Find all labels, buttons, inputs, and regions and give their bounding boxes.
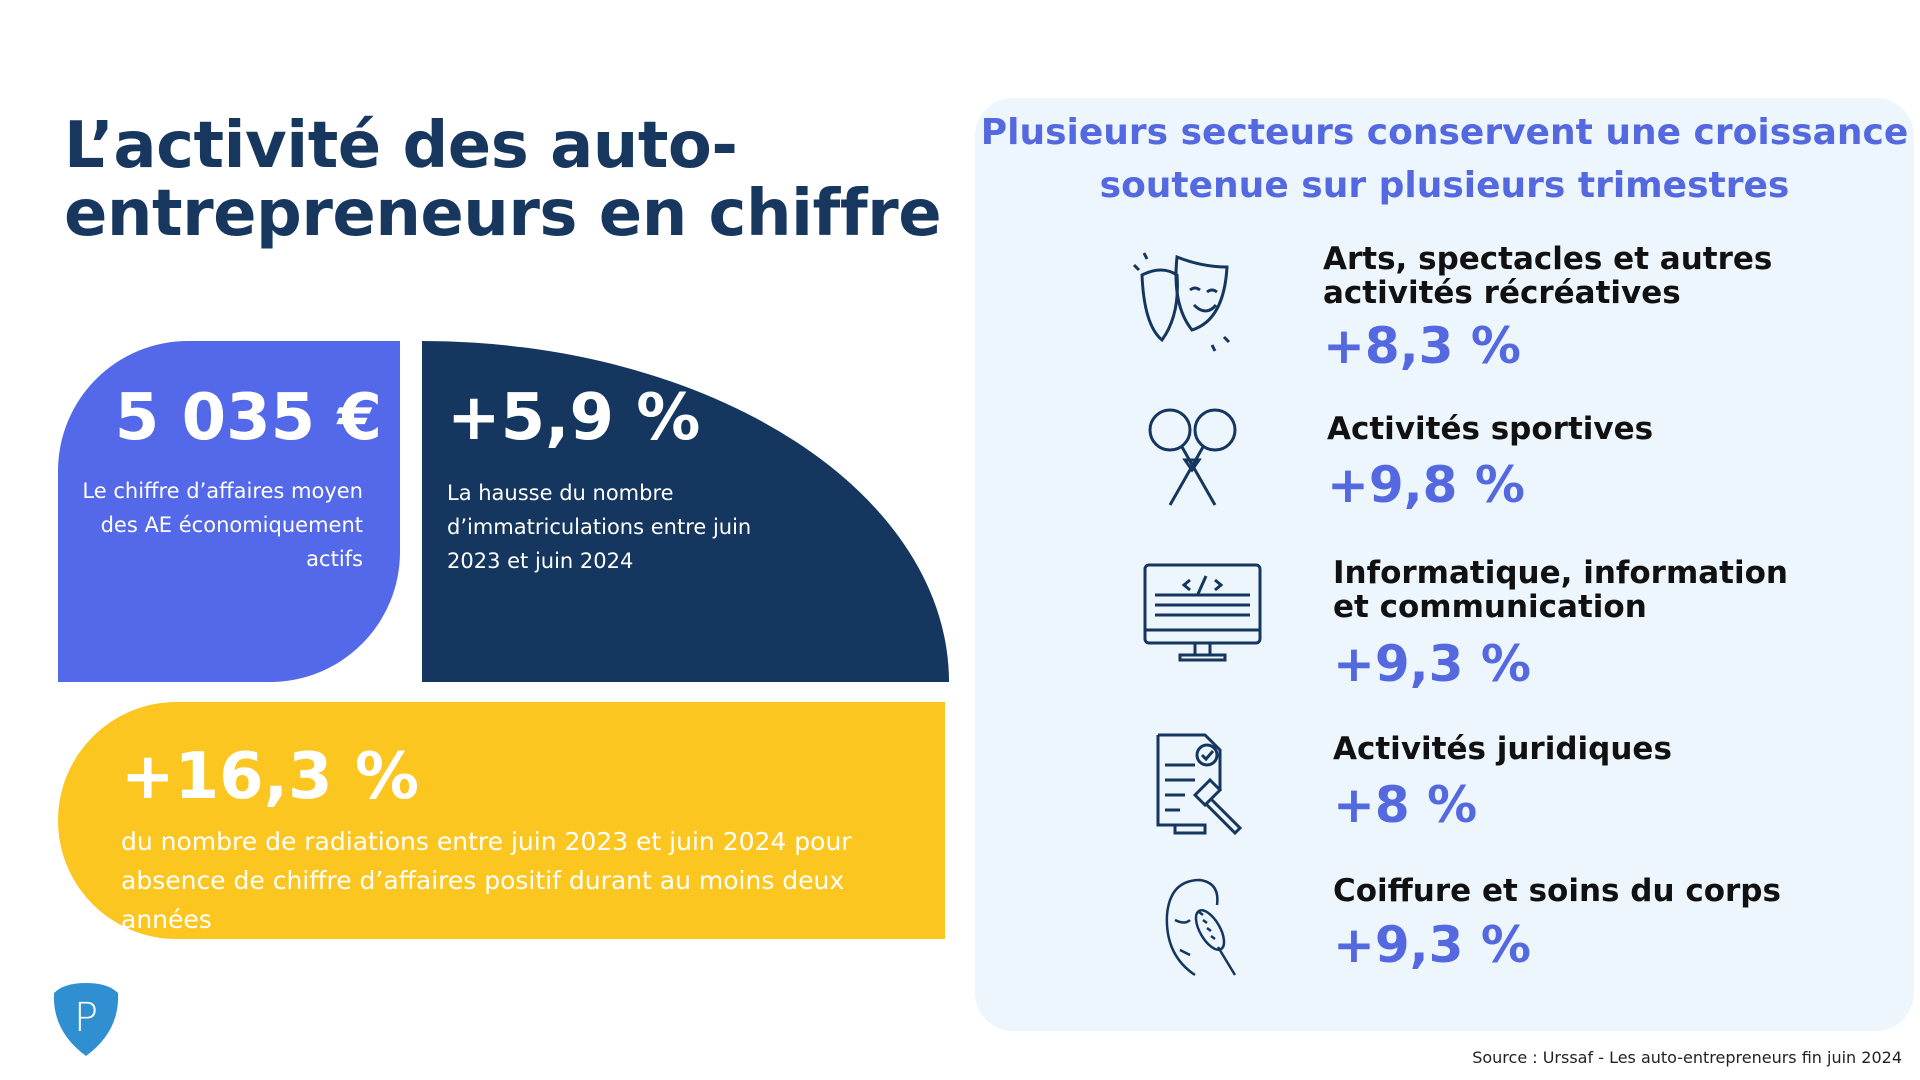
source-note: Source : Urssaf - Les auto-entrepreneurs… bbox=[1472, 1048, 1902, 1067]
computer-code-icon bbox=[1143, 563, 1262, 662]
stat-text: Le chiffre d’affaires moyen des AE écono… bbox=[82, 479, 363, 571]
page-title: L’activité des auto-entrepreneurs en chi… bbox=[64, 109, 942, 251]
stat-text: du nombre de radiations entre juin 2023 … bbox=[121, 827, 852, 934]
legal-document-gavel-icon bbox=[1156, 733, 1243, 836]
sector-label: Arts, spectacles et autres activités réc… bbox=[1323, 241, 1773, 311]
sectors-panel bbox=[975, 98, 1914, 1031]
stat-value: +16,3 % bbox=[121, 740, 419, 814]
sector-label: Activités sportives bbox=[1327, 411, 1654, 447]
sector-value: +8 % bbox=[1333, 776, 1478, 834]
badminton-rackets-icon bbox=[1148, 408, 1237, 506]
sector-label: Informatique, information et communicati… bbox=[1333, 555, 1788, 625]
theater-masks-icon bbox=[1132, 252, 1231, 352]
sector-value: +9,8 % bbox=[1327, 456, 1525, 514]
sector-value: +9,3 % bbox=[1333, 635, 1531, 693]
logo-letter: P bbox=[74, 995, 98, 1041]
sector-value: +8,3 % bbox=[1323, 317, 1521, 375]
sector-label: Activités juridiques bbox=[1333, 731, 1672, 767]
stat-card-registrations: +5,9 % La hausse du nombre d’immatricula… bbox=[422, 341, 949, 682]
stat-text: La hausse du nombre d’immatriculations e… bbox=[447, 481, 752, 573]
logo-shield: P bbox=[53, 983, 119, 1056]
stat-value: +5,9 % bbox=[447, 381, 701, 455]
stat-value: 5 035 € bbox=[114, 381, 382, 455]
stat-card-radiations: +16,3 % du nombre de radiations entre ju… bbox=[58, 702, 945, 939]
sector-label: Coiffure et soins du corps bbox=[1333, 873, 1781, 909]
hair-brush-icon bbox=[1165, 878, 1237, 977]
panel-title: Plusieurs secteurs conservent une croiss… bbox=[980, 112, 1909, 206]
sector-value: +9,3 % bbox=[1333, 916, 1531, 974]
stat-card-revenue: 5 035 € Le chiffre d’affaires moyen des … bbox=[58, 341, 400, 682]
